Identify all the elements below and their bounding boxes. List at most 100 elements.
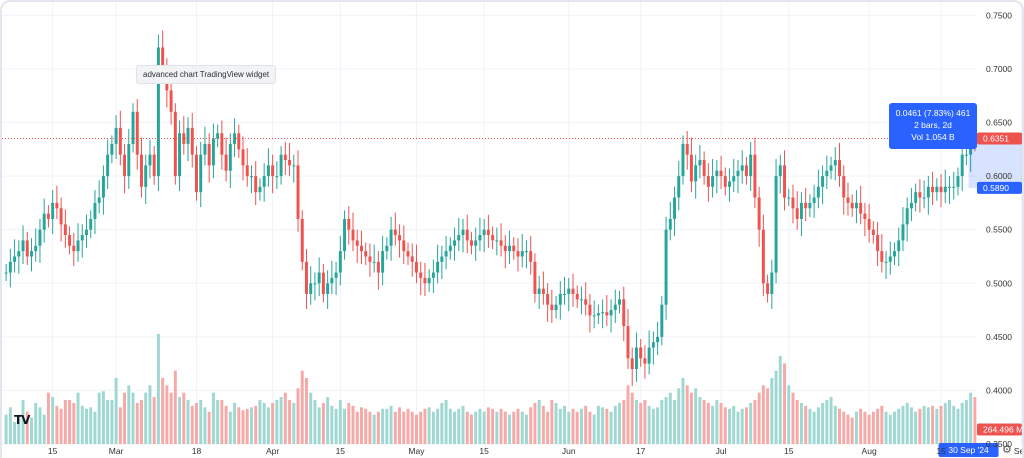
- candle-body: [423, 277, 427, 284]
- volume-bar: [609, 411, 613, 444]
- candle-body: [389, 229, 393, 246]
- volume-bar: [313, 400, 317, 444]
- candle-body: [584, 299, 588, 305]
- volume-badge: 264.496 M: [983, 425, 1022, 435]
- tradingview-logo[interactable]: TV: [14, 413, 31, 427]
- candle-body: [85, 229, 88, 236]
- y-tick-label: 0.7500: [986, 10, 1012, 20]
- candle-body: [656, 336, 660, 343]
- volume-bar: [850, 417, 854, 444]
- candle-body: [960, 154, 964, 177]
- candle-body: [495, 240, 499, 242]
- candle-body: [601, 312, 605, 314]
- candle-body: [854, 202, 858, 209]
- candle-body: [351, 229, 355, 241]
- volume-bar: [825, 400, 829, 444]
- candle-body: [292, 165, 296, 167]
- volume-bar: [144, 392, 148, 444]
- volume-bar: [503, 411, 507, 444]
- volume-bar: [89, 407, 93, 444]
- volume-bar: [630, 392, 634, 444]
- candle-body: [512, 245, 516, 252]
- volume-bar: [110, 400, 114, 444]
- candle-body: [220, 133, 224, 155]
- volume-bar: [579, 408, 583, 444]
- candle-body: [76, 240, 80, 252]
- volume-bar: [469, 414, 473, 444]
- volume-bar: [901, 405, 905, 444]
- candle-body: [381, 251, 385, 273]
- candle-body: [296, 165, 300, 219]
- candle-body: [757, 197, 761, 230]
- volume-bar: [677, 388, 681, 444]
- volume-bar: [639, 402, 643, 444]
- candle-body: [812, 197, 816, 203]
- candle-body: [626, 326, 630, 359]
- volume-bar: [651, 408, 655, 444]
- volume-bar: [461, 405, 465, 444]
- volume-bar: [804, 405, 808, 444]
- volume-bar: [123, 392, 127, 444]
- volume-bar: [317, 407, 321, 444]
- candle-body: [770, 272, 774, 294]
- candle-body: [880, 251, 884, 262]
- candle-body: [89, 218, 93, 230]
- volume-bar: [343, 408, 347, 444]
- volume-bar: [465, 411, 469, 444]
- volume-bar: [893, 411, 896, 444]
- candle-body: [368, 256, 372, 262]
- y-tick-label: 0.6500: [986, 118, 1012, 128]
- volume-bar: [749, 402, 753, 444]
- volume-bar: [744, 407, 748, 444]
- candle-body: [799, 202, 803, 219]
- candle-body: [846, 197, 850, 203]
- volume-bar: [271, 402, 275, 444]
- candle-body: [444, 251, 448, 257]
- volume-bar: [118, 407, 122, 444]
- volume-bar: [550, 400, 554, 444]
- volume-bar: [512, 411, 516, 444]
- volume-bar: [626, 385, 630, 444]
- candle-body: [406, 251, 410, 257]
- settings-icon[interactable]: ⚙: [1002, 444, 1012, 456]
- volume-bar: [410, 411, 414, 444]
- candle-body: [72, 245, 76, 252]
- volume-bar: [876, 408, 880, 444]
- volume-bar: [296, 388, 300, 444]
- x-tick-label: 17: [636, 446, 646, 456]
- candle-body: [30, 251, 33, 257]
- volume-bar: [821, 402, 825, 444]
- volume-bar: [728, 408, 732, 444]
- y-tick-label: 0.5500: [986, 225, 1012, 235]
- candle-body: [702, 160, 706, 177]
- volume-bar: [59, 408, 63, 444]
- candle-body: [681, 143, 685, 177]
- candle-body: [131, 111, 135, 144]
- volume-bar: [647, 405, 651, 444]
- candle-body: [508, 245, 512, 252]
- candle-body: [698, 160, 702, 166]
- volume-bar: [321, 402, 325, 444]
- volume-bar: [854, 411, 858, 444]
- volume-bar: [207, 411, 211, 444]
- candle-body: [123, 154, 127, 177]
- volume-bar: [414, 414, 418, 444]
- candle-body: [317, 272, 321, 284]
- candle-body: [829, 165, 833, 171]
- candle-body: [101, 176, 105, 198]
- volume-bar: [233, 402, 237, 444]
- volume-bar: [385, 408, 389, 444]
- volume-bar: [842, 411, 846, 444]
- candle-body: [914, 192, 918, 203]
- candle-body: [216, 133, 220, 139]
- candles: [4, 30, 977, 387]
- candle-body: [249, 176, 253, 178]
- candle-body: [262, 176, 266, 187]
- volume-bar: [596, 405, 600, 444]
- candle-body: [596, 313, 600, 316]
- volume-bar: [326, 397, 330, 444]
- candle-body: [677, 176, 681, 198]
- volume-bar: [939, 405, 943, 444]
